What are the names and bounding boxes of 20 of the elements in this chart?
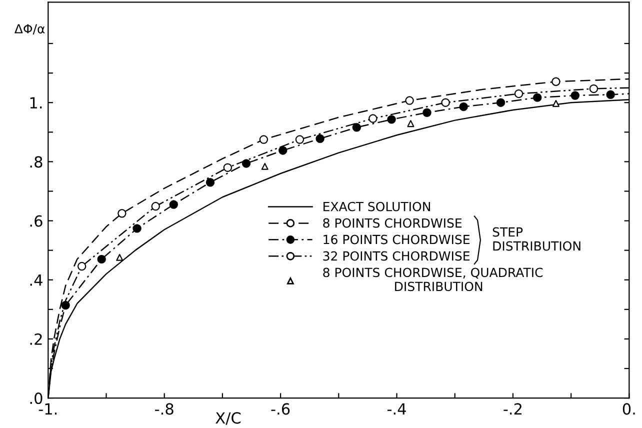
legend-label: 16 POINTS CHORDWISE (324, 234, 470, 244)
x-axis-title: X/C (216, 412, 241, 425)
x-tick-label: -.6 (271, 403, 290, 415)
legend-label: 8 POINTS CHORDWISE (323, 218, 462, 228)
legend-label: 8 POINTS CHORDWISE, QUADRATIC DISTRIBUTION (323, 268, 543, 292)
x-tick-label: 0. (622, 403, 635, 415)
x-tick-label: -.2 (504, 403, 522, 415)
x-tick-label: -.8 (155, 403, 174, 415)
y-axis-title: ΔΦ/α (14, 24, 45, 34)
annotation: STEP DISTRIBUTION (492, 227, 580, 251)
y-tick-label: .6 (30, 215, 42, 227)
y-tick-label: .8 (30, 156, 42, 168)
y-tick-label: 1. (30, 97, 42, 108)
legend-label: EXACT SOLUTION (324, 202, 430, 212)
x-tick-label: -1. (38, 403, 57, 415)
y-tick-label: .0 (30, 392, 42, 404)
x-tick-label: -.4 (387, 403, 406, 415)
y-tick-label: .2 (30, 333, 42, 345)
legend-label: 32 POINTS CHORDWISE (323, 251, 470, 261)
y-tick-label: .4 (30, 274, 42, 286)
